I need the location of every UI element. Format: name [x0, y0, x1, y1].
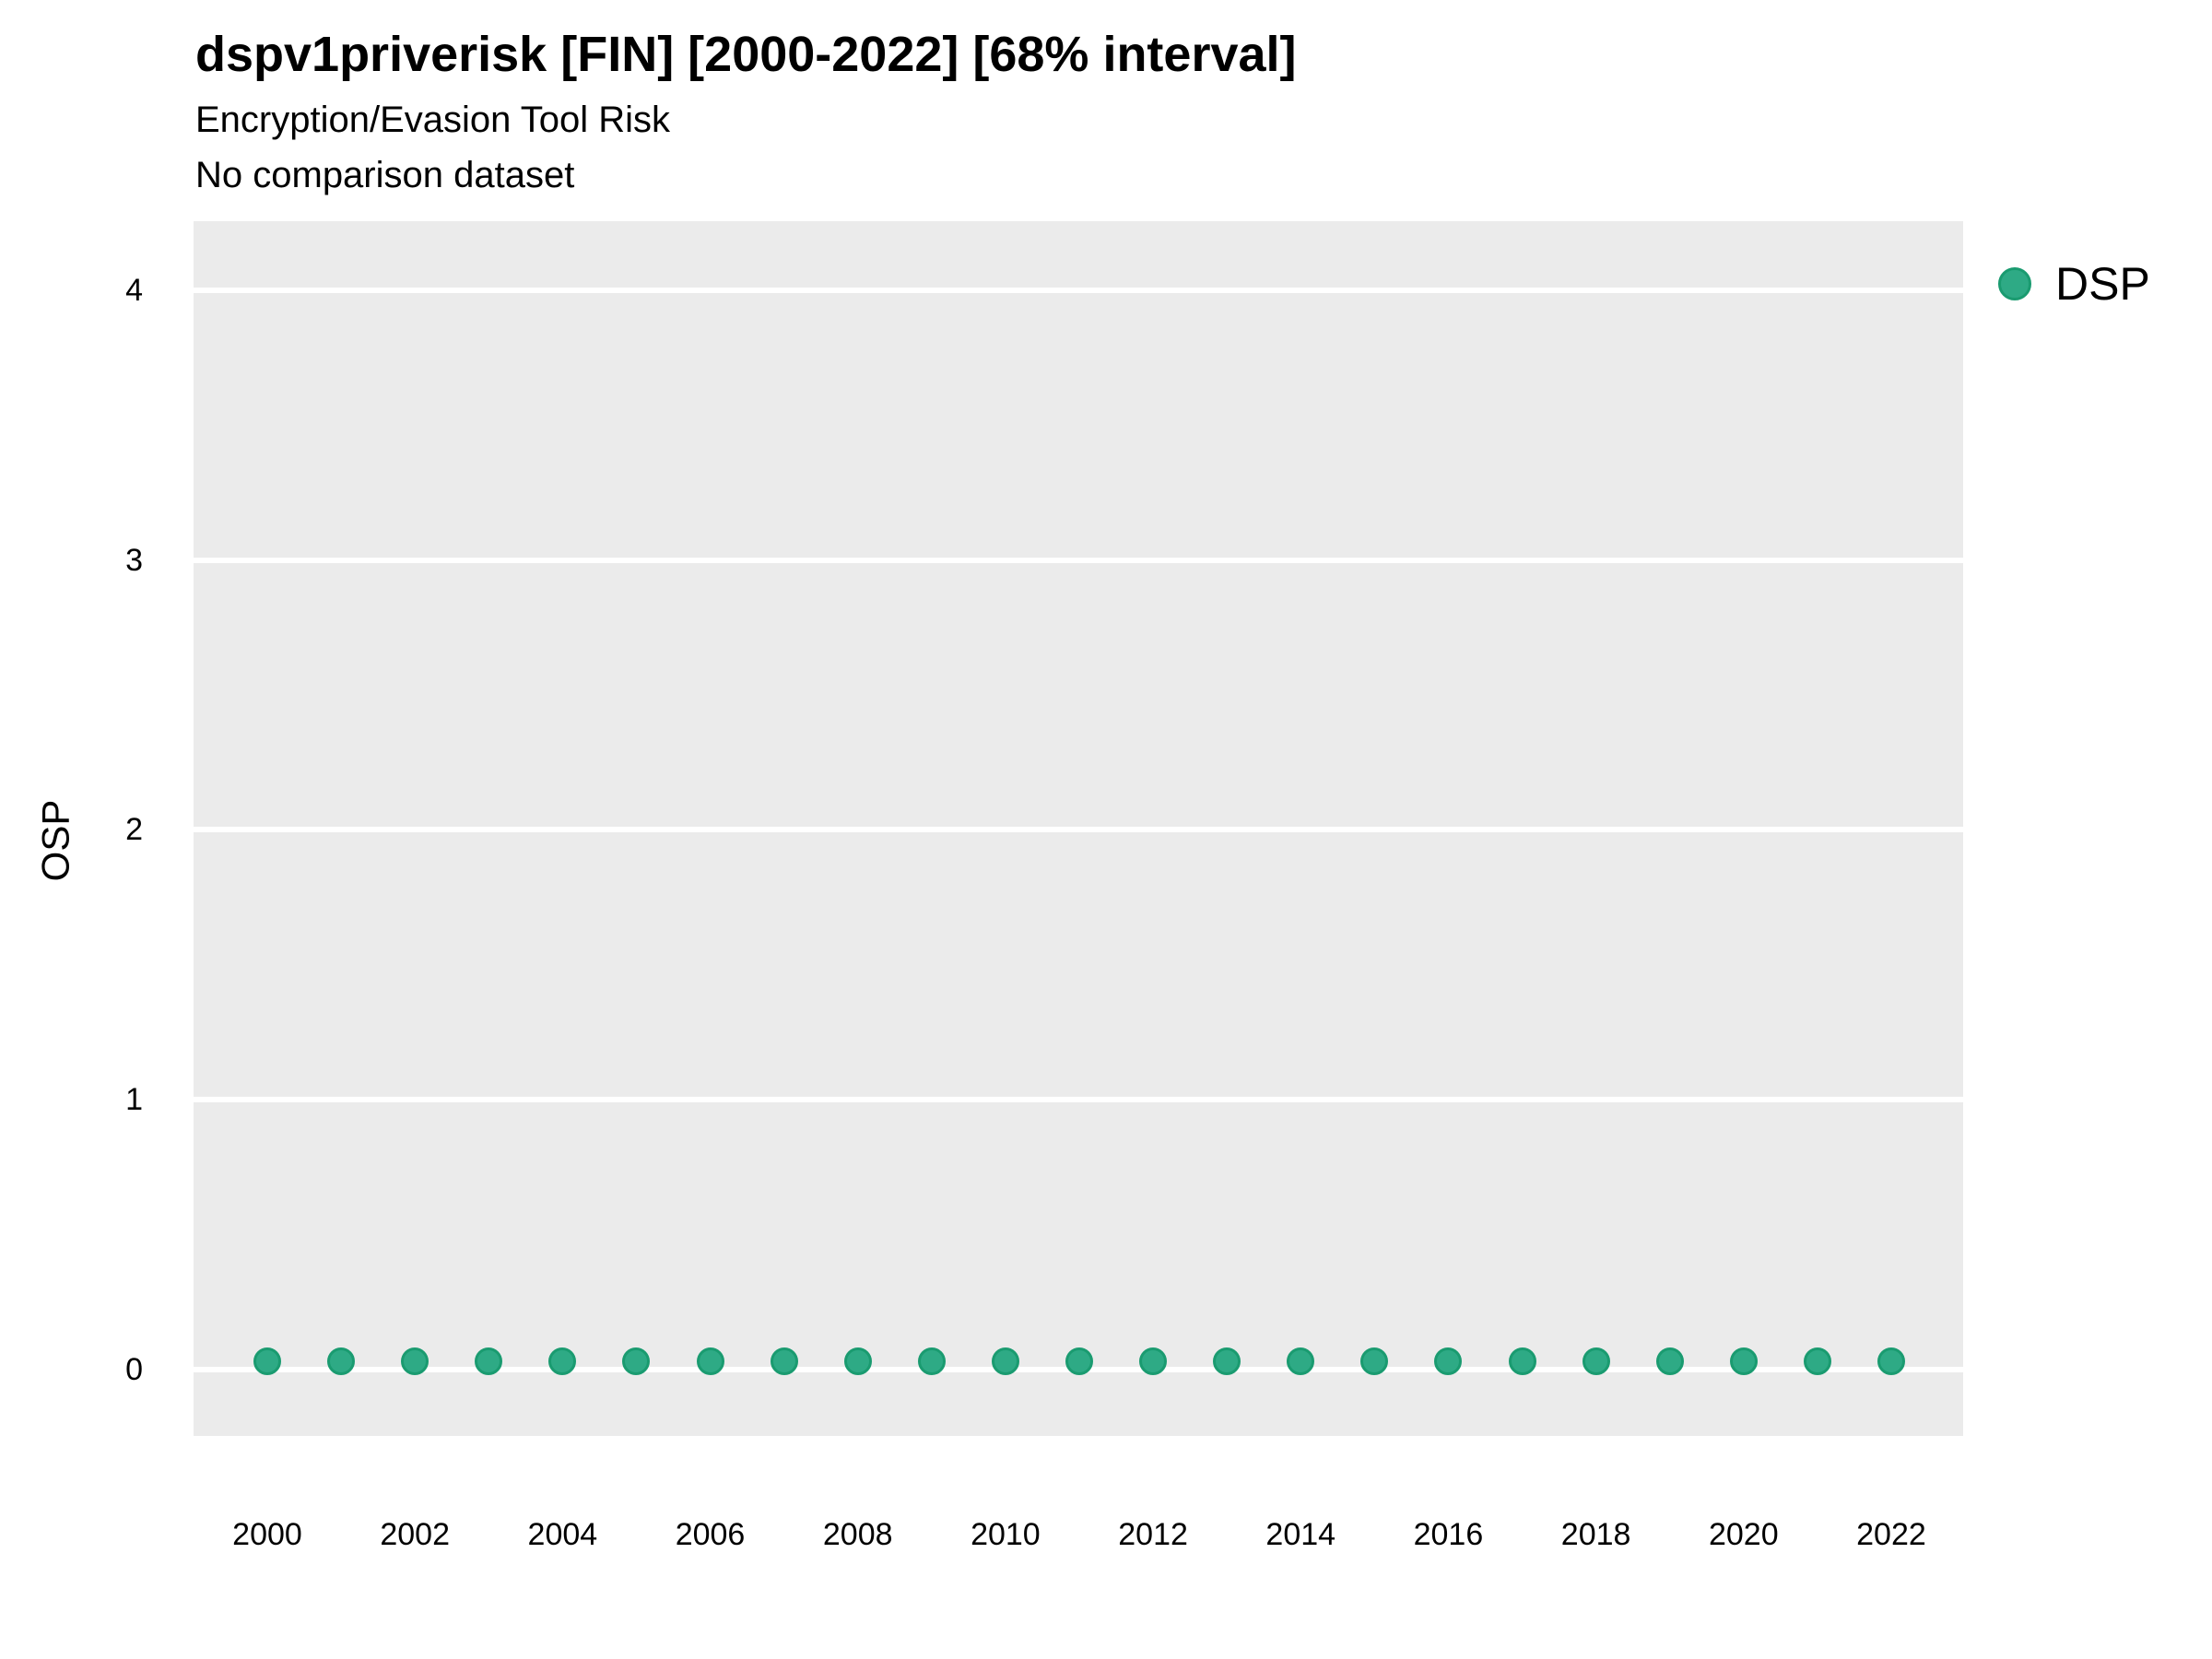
data-point-2014 [1287, 1347, 1315, 1376]
x-tick-label-2006: 2006 [675, 1517, 746, 1552]
x-tick-label-2002: 2002 [380, 1517, 450, 1552]
plot-panel [194, 221, 1963, 1436]
data-point-2002 [401, 1347, 429, 1376]
x-tick-label-2022: 2022 [1856, 1517, 1926, 1552]
gridline-y-1 [194, 1097, 1963, 1103]
data-point-2018 [1582, 1347, 1610, 1376]
chart-note: No comparison dataset [195, 155, 575, 195]
data-point-2015 [1360, 1347, 1389, 1376]
data-point-2010 [991, 1347, 1019, 1376]
chart-title: dspv1priverisk [FIN] [2000-2022] [68% in… [195, 27, 1297, 82]
gridline-y-3 [194, 557, 1963, 563]
chart-subtitle: Encryption/Evasion Tool Risk [195, 100, 671, 140]
y-tick-label-3: 3 [125, 542, 143, 578]
y-tick-label-4: 4 [125, 272, 143, 308]
legend: DSP [1998, 256, 2150, 312]
legend-label-dsp: DSP [2055, 258, 2150, 310]
data-point-2012 [1139, 1347, 1168, 1376]
data-point-2013 [1213, 1347, 1241, 1376]
y-tick-label-1: 1 [125, 1082, 143, 1118]
x-tick-label-2016: 2016 [1413, 1517, 1484, 1552]
y-tick-label-0: 0 [125, 1352, 143, 1387]
x-tick-label-2018: 2018 [1560, 1517, 1631, 1552]
y-tick-label-2: 2 [125, 812, 143, 848]
data-point-2005 [622, 1347, 651, 1376]
x-tick-label-2010: 2010 [971, 1517, 1041, 1552]
data-point-2007 [770, 1347, 798, 1376]
data-point-2006 [696, 1347, 724, 1376]
data-point-2020 [1729, 1347, 1758, 1376]
data-point-2017 [1508, 1347, 1536, 1376]
gridline-y-4 [194, 287, 1963, 293]
x-tick-label-2012: 2012 [1118, 1517, 1188, 1552]
data-point-2022 [1877, 1347, 1905, 1376]
data-point-2008 [843, 1347, 872, 1376]
data-point-2001 [327, 1347, 356, 1376]
x-tick-label-2008: 2008 [822, 1517, 893, 1552]
data-point-2021 [1803, 1347, 1831, 1376]
data-point-2009 [917, 1347, 946, 1376]
gridline-y-2 [194, 827, 1963, 833]
data-point-2011 [1065, 1347, 1093, 1376]
x-tick-label-2000: 2000 [232, 1517, 302, 1552]
x-tick-label-2004: 2004 [527, 1517, 598, 1552]
data-point-2016 [1434, 1347, 1463, 1376]
data-point-2004 [548, 1347, 577, 1376]
x-tick-label-2014: 2014 [1265, 1517, 1336, 1552]
data-point-2019 [1655, 1347, 1684, 1376]
data-point-2003 [475, 1347, 503, 1376]
x-tick-label-2020: 2020 [1708, 1517, 1779, 1552]
legend-circle-icon [1998, 267, 2031, 300]
data-point-2000 [253, 1347, 281, 1376]
